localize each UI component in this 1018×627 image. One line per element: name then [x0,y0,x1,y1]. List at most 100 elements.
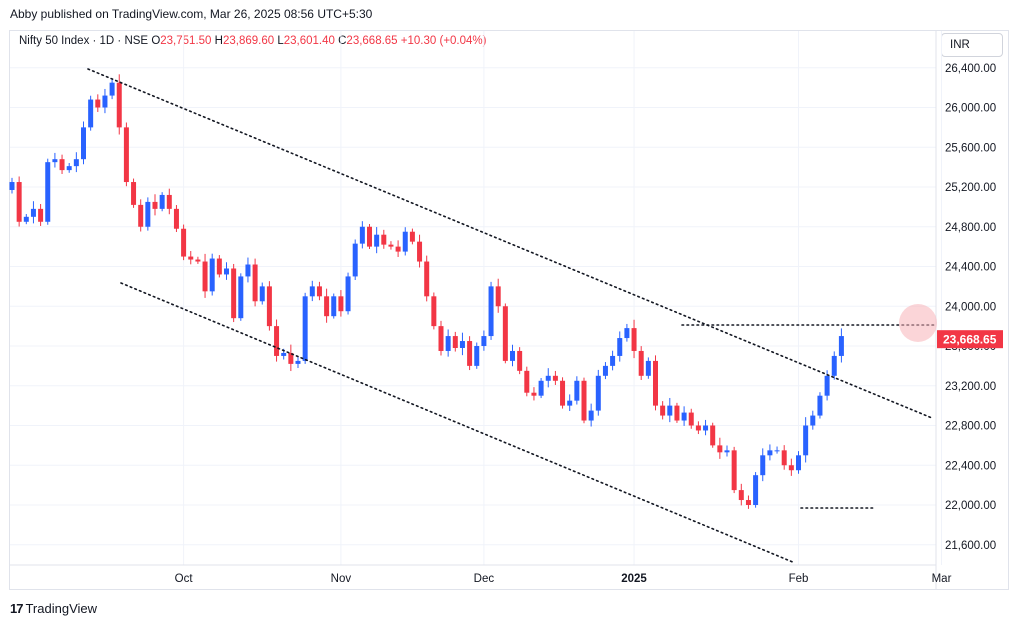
candle-body [838,336,844,356]
last-price-label: 23,668.65 [943,333,997,347]
candle-body [209,258,215,292]
candle-body [345,276,351,312]
candle-body [660,405,666,416]
candle-body [688,412,694,426]
candle-body [23,216,29,222]
candle-body [796,455,801,471]
time-tick-label: Nov [331,573,352,585]
price-tick-label: 23,200.00 [945,381,996,393]
candle-body [288,352,294,364]
candle-body [617,338,623,356]
candle-body [216,258,222,275]
candle-body [681,412,687,421]
price-tick-label: 22,800.00 [945,421,996,433]
candle-body [224,268,229,275]
candle-body [760,455,766,476]
candle-body [367,226,372,247]
candle-body [803,425,809,456]
candle-body [352,243,358,277]
price-tick-label: 22,000.00 [945,500,996,512]
open-value: 23,751.50 [160,35,212,47]
candle-body [309,286,315,297]
price-tick-label: 26,000.00 [945,103,996,115]
candle-body [495,286,501,307]
time-tick-label: Oct [175,573,194,585]
candle-body [52,159,58,163]
candle-body [159,194,165,209]
candle-body [753,475,759,505]
candle-body [717,445,723,453]
candle-body [259,286,265,302]
candle-body [95,99,101,108]
candle-body [123,127,129,183]
time-tick-label: 2025 [621,573,647,585]
candle-body [295,360,301,364]
candle-body [653,360,658,406]
candle-body [710,425,716,446]
candle-body [109,82,115,96]
time-tick-label: Feb [789,573,809,585]
candle-body [624,328,630,339]
candle-body [395,246,401,252]
candle-body [459,341,465,348]
candle-body [188,256,194,260]
candle-body [517,350,523,371]
candle-body [703,425,709,431]
candle-body [324,296,330,317]
candle-body [274,326,280,356]
price-tick-label: 26,400.00 [945,63,996,75]
candle-body [767,450,773,456]
change-value: +10.30 (+0.04%) [400,35,487,47]
candle-body [552,375,558,381]
candle-body [481,336,487,346]
candle-body [438,326,444,351]
candle-body [9,182,15,190]
candle-body [73,159,79,167]
high-value: 23,869.60 [222,35,275,47]
candle-body [81,127,86,160]
price-tick-label: 21,600.00 [945,540,996,552]
candle-body [102,95,108,108]
candle-body [359,226,365,244]
candle-body [381,234,387,245]
candle-body [331,296,337,317]
candle-body [788,465,794,471]
candle-body [810,415,816,426]
candle-body [166,194,172,209]
candle-body [824,375,830,396]
candle-body [774,450,780,452]
price-tick-label: 24,400.00 [945,262,996,274]
candle-body [281,352,287,356]
candle-body [567,400,573,406]
price-tick-label: 25,600.00 [945,142,996,154]
candle-body [638,350,644,376]
candle-body [388,244,394,247]
candle-body [138,204,144,227]
chart-frame[interactable] [9,30,1009,590]
price-tick-label: 24,800.00 [945,222,996,234]
price-tick-label: 24,000.00 [945,301,996,313]
close-value: 23,668.65 [346,35,398,47]
candle-body [602,365,608,376]
candle-body [424,261,430,297]
candle-body [445,336,451,351]
candle-body [417,241,423,262]
candle-body [538,380,544,396]
candle-body [595,375,601,411]
last-price-tag [937,330,1003,349]
candle-body [581,380,587,421]
candle-body [66,166,72,171]
candle-body [674,405,680,421]
candle-body [173,208,179,229]
symbol-name[interactable]: Nifty 50 Index · 1D · NSE [19,35,149,47]
low-label: L [277,35,284,47]
candle-body [738,490,744,501]
candle-body [781,450,787,466]
candle-body [38,208,44,222]
tradingview-brand[interactable]: TradingView [25,601,98,616]
candle-body [202,261,208,292]
candle-body [510,350,515,361]
candle-body [238,276,244,319]
candle-body [467,341,473,366]
